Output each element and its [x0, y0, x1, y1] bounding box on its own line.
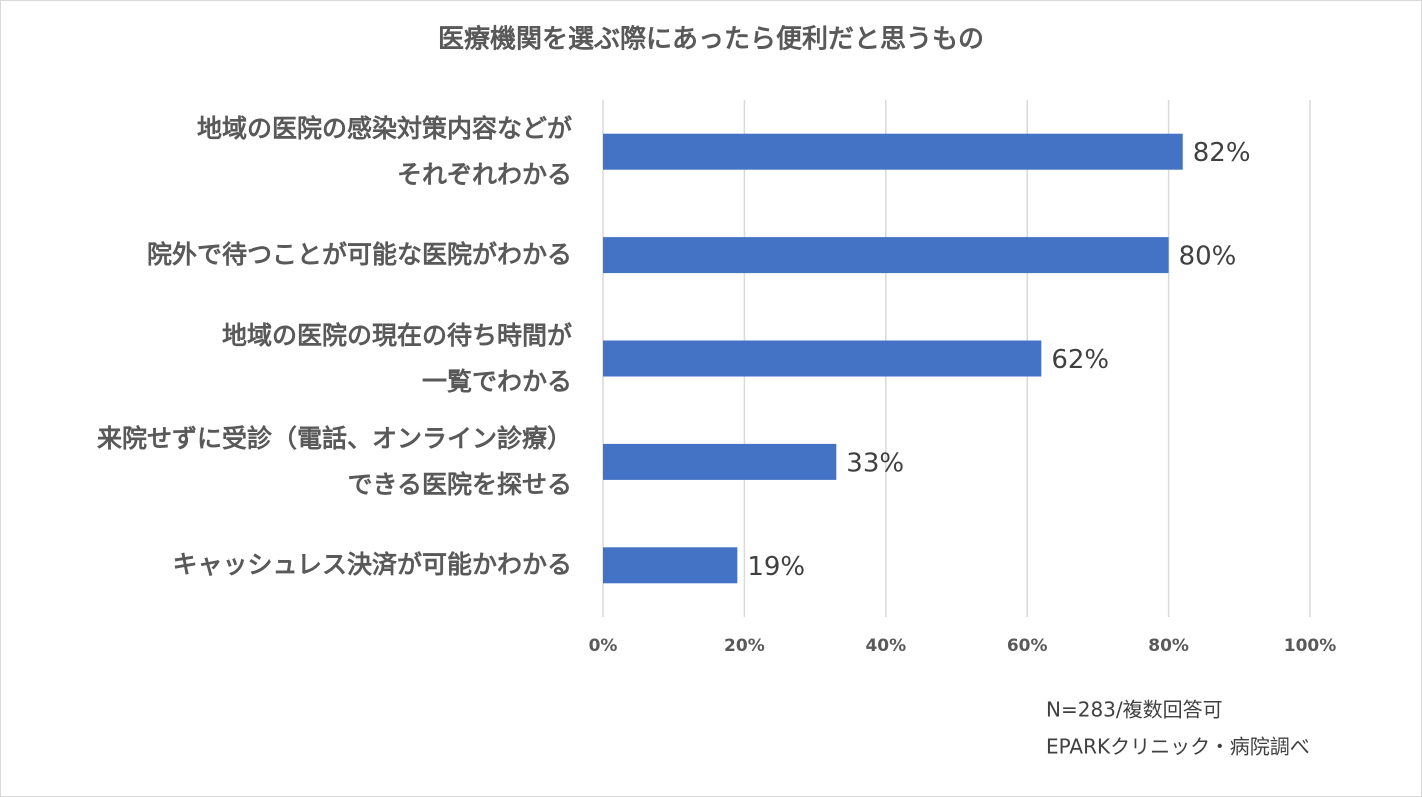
x-tick-label: 20%	[724, 636, 765, 656]
bar	[603, 340, 1042, 377]
y-tick-label: 地域の医院の感染対策内容などが それぞれわかる	[196, 113, 572, 189]
x-tick-label: 100%	[1284, 636, 1337, 656]
y-tick-label: キャッシュレス決済が可能かわかる	[172, 550, 572, 580]
bar	[603, 237, 1169, 274]
y-tick-label: 来院せずに受診（電話、オンライン診療） できる医院を探せる	[96, 423, 572, 499]
bar	[603, 443, 837, 480]
note: EPARKクリニック・病院調べ	[1046, 735, 1310, 759]
value-label: 33%	[846, 448, 904, 478]
x-tick-label: 40%	[865, 636, 906, 656]
value-label: 19%	[747, 552, 805, 582]
y-tick-label: 地域の医院の現在の待ち時間が 一覧でわかる	[221, 320, 572, 396]
chart-title: 医療機関を選ぶ際にあったら便利だと思うもの	[438, 25, 984, 55]
x-tick-label: 80%	[1148, 636, 1189, 656]
value-label: 62%	[1051, 345, 1109, 375]
bar	[603, 133, 1183, 170]
note: N=283/複数回答可	[1046, 698, 1223, 722]
bar	[603, 547, 738, 584]
value-label: 80%	[1179, 242, 1237, 272]
x-tick-label: 60%	[1007, 636, 1048, 656]
y-tick-label: 院外で待つことが可能な医院がわかる	[146, 240, 572, 270]
value-label: 82%	[1193, 138, 1251, 168]
x-tick-label: 0%	[589, 636, 618, 656]
